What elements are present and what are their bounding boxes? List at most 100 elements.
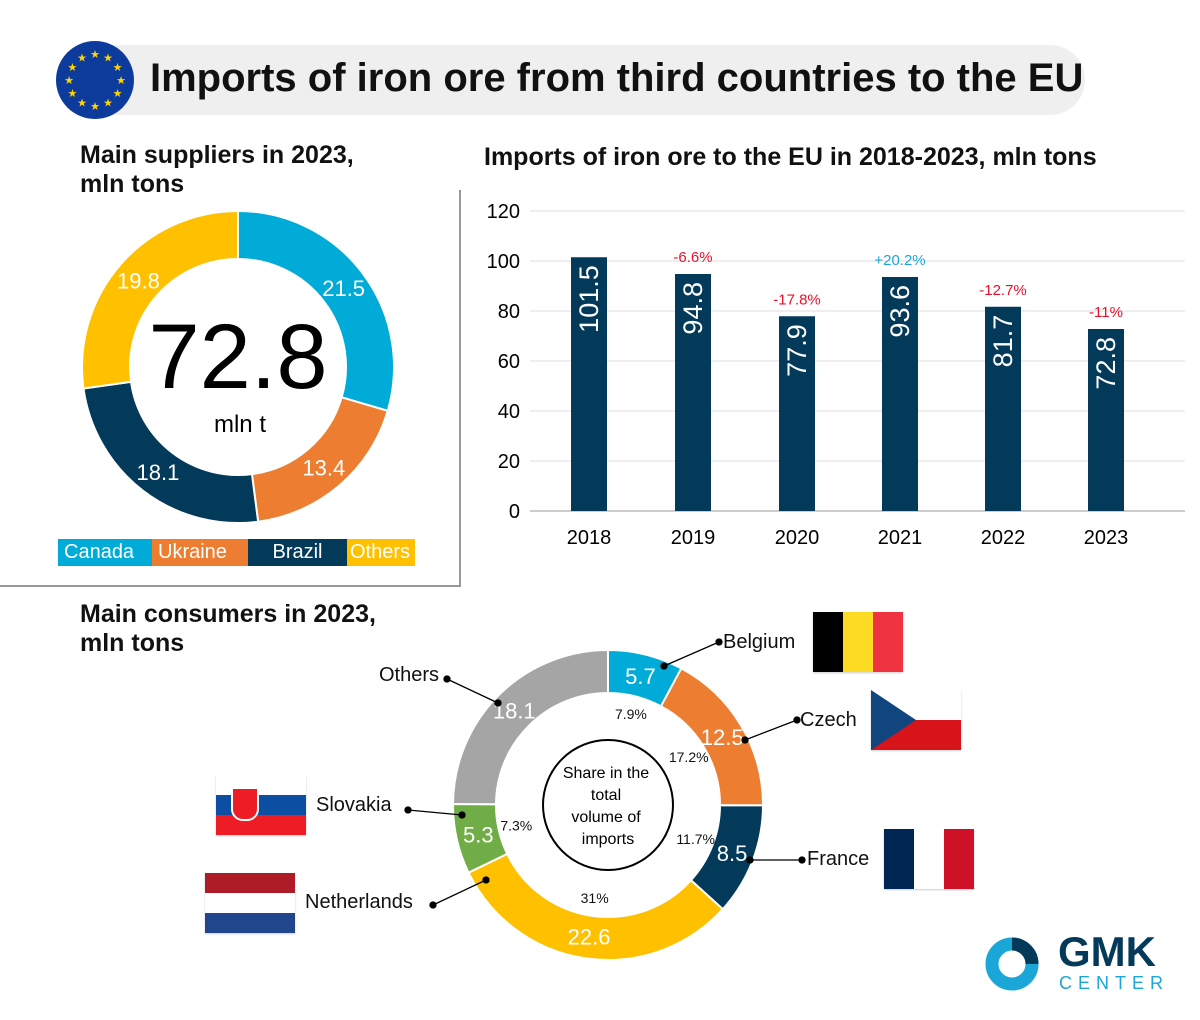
callout-dot bbox=[443, 675, 451, 683]
star-icon: ★ bbox=[68, 88, 78, 100]
consumer-share-label: 31% bbox=[581, 890, 609, 906]
divider-vertical bbox=[459, 190, 461, 585]
change-label: -12.7% bbox=[979, 282, 1027, 299]
bar-chart: 0 20 40 60 80 100 120 101.5 2018 94.8 2019 -6.6% 77.… bbox=[487, 201, 1185, 549]
x-tick-label: 2022 bbox=[981, 527, 1026, 549]
y-tick-label: 60 bbox=[498, 351, 520, 373]
label-netherlands: Netherlands bbox=[305, 891, 413, 913]
star-icon: ★ bbox=[116, 75, 126, 87]
consumers-donut: 5.77.9%12.517.2%8.511.7%22.631%5.3 7.3%18… bbox=[451, 648, 765, 961]
callout-line bbox=[407, 809, 463, 816]
consumer-share-label: 17.2% bbox=[669, 749, 709, 765]
star-icon: ★ bbox=[90, 49, 100, 61]
callout-dot bbox=[746, 856, 754, 864]
y-tick-label: 40 bbox=[498, 401, 520, 423]
consumer-value-label: 5.3 bbox=[463, 822, 494, 847]
eu-flag-icon: ★ ★★★★★★★★★★★ bbox=[56, 41, 134, 119]
star-icon: ★ bbox=[77, 52, 87, 64]
label-belgium: Belgium bbox=[723, 631, 796, 653]
callout-dot bbox=[404, 806, 412, 814]
consumer-slice bbox=[451, 648, 609, 806]
center-text-2: total bbox=[591, 787, 621, 804]
y-tick-label: 0 bbox=[509, 501, 520, 523]
x-tick-label: 2023 bbox=[1084, 527, 1129, 549]
bar bbox=[985, 306, 1021, 511]
label-slovakia: Slovakia bbox=[316, 794, 392, 816]
logo-text: GMK bbox=[1058, 928, 1156, 975]
bar bbox=[571, 257, 607, 511]
suppliers-title-line2: mln tons bbox=[80, 170, 185, 198]
consumer-share-label: 7.9% bbox=[615, 706, 647, 722]
suppliers-donut: 21.5 13.4 18.1 19.8 bbox=[81, 209, 395, 524]
bar-value-label: 77.9 bbox=[782, 324, 812, 377]
suppliers-total: 72.8 bbox=[148, 306, 327, 408]
label-czech: Czech bbox=[800, 709, 857, 731]
consumer-slice bbox=[467, 852, 725, 961]
consumer-share-label: 11.7% bbox=[676, 831, 715, 847]
star-icon: ★ bbox=[68, 62, 78, 74]
consumer-share-label: 7.3% bbox=[500, 818, 532, 834]
center-text-1: Share in the bbox=[563, 765, 649, 782]
star-icon: ★ bbox=[113, 62, 123, 74]
star-icon: ★ bbox=[77, 98, 87, 110]
bar-chart-title: Imports of iron ore to the EU in 2018-20… bbox=[484, 143, 1097, 171]
callout-dot bbox=[494, 699, 502, 707]
callout-line bbox=[663, 641, 720, 667]
consumers-title-line1: Main consumers in 2023, bbox=[80, 600, 376, 628]
callout-line bbox=[432, 879, 487, 906]
consumer-value-label: 5.7 bbox=[625, 664, 656, 689]
netherlands-flag-icon bbox=[205, 873, 295, 933]
bar bbox=[675, 274, 711, 511]
slovakia-flag-icon bbox=[216, 775, 306, 835]
page-title: Imports of iron ore from third countries… bbox=[150, 56, 1084, 100]
callout-dot bbox=[458, 811, 466, 819]
bar-value-label: 94.8 bbox=[678, 282, 708, 335]
callout-dot bbox=[798, 856, 806, 864]
y-tick-label: 100 bbox=[487, 251, 520, 273]
x-tick-label: 2020 bbox=[775, 527, 820, 549]
label-france: France bbox=[807, 848, 870, 870]
star-icon: ★ bbox=[103, 98, 113, 110]
legend-brazil: Brazil bbox=[248, 539, 347, 566]
consumer-value-label: 8.5 bbox=[717, 841, 748, 866]
bar bbox=[1088, 329, 1124, 511]
bar-value-label: 72.8 bbox=[1091, 337, 1121, 390]
label-others: Others bbox=[379, 664, 440, 686]
suppliers-title-line1: Main suppliers in 2023, bbox=[80, 141, 354, 169]
callout-dot bbox=[482, 876, 490, 884]
bar-value-label: 81.7 bbox=[988, 315, 1018, 368]
supplier-value-label: 21.5 bbox=[322, 276, 365, 301]
divider-horizontal bbox=[0, 585, 461, 587]
change-label: -11% bbox=[1089, 304, 1123, 321]
legend-ukraine: Ukraine bbox=[152, 539, 248, 566]
callout-dot bbox=[429, 901, 437, 909]
callout-dot bbox=[715, 638, 723, 646]
change-label: -6.6% bbox=[673, 249, 712, 266]
callout-dot bbox=[741, 736, 749, 744]
callout-dot bbox=[793, 716, 801, 724]
x-tick-label: 2019 bbox=[671, 527, 716, 549]
logo-subtext: CENTER bbox=[1059, 973, 1170, 993]
star-icon: ★ bbox=[64, 75, 74, 87]
gmk-logo-icon bbox=[985, 937, 1039, 991]
consumer-value-label: 22.6 bbox=[568, 925, 611, 950]
consumers-title-line2: mln tons bbox=[80, 629, 185, 657]
callout-dot bbox=[660, 662, 668, 670]
x-tick-label: 2021 bbox=[878, 527, 923, 549]
supplier-value-label: 19.8 bbox=[117, 268, 160, 293]
center-text-4: imports bbox=[582, 831, 634, 848]
y-tick-label: 20 bbox=[498, 451, 520, 473]
x-tick-label: 2018 bbox=[567, 527, 612, 549]
supplier-value-label: 13.4 bbox=[302, 455, 345, 480]
bar bbox=[779, 316, 815, 511]
y-tick-label: 80 bbox=[498, 301, 520, 323]
bar bbox=[882, 277, 918, 511]
suppliers-unit: mln t bbox=[214, 411, 266, 438]
star-icon: ★ bbox=[103, 52, 113, 64]
supplier-slice bbox=[81, 209, 239, 390]
supplier-value-label: 18.1 bbox=[137, 460, 180, 485]
suppliers-title: Main suppliers in 2023, mln tons bbox=[80, 141, 354, 199]
legend-canada: Canada bbox=[58, 539, 152, 566]
